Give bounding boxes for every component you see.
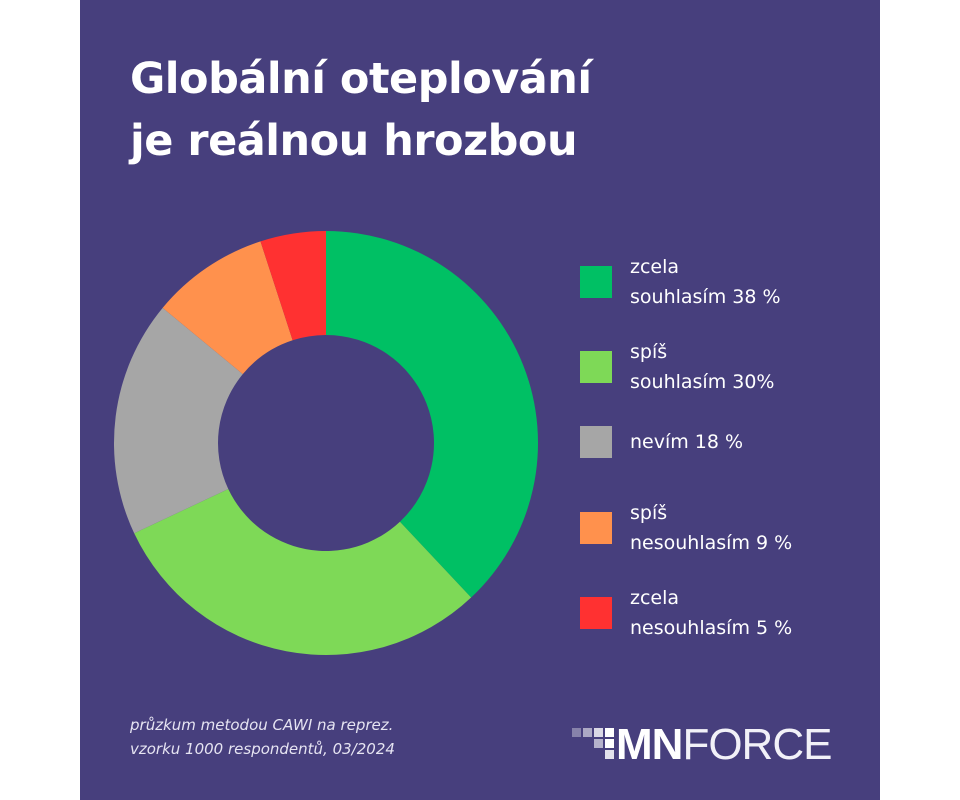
logo-pixel-mark-icon [572, 728, 614, 759]
title-line-2: je reálnou hrozbou [130, 116, 578, 166]
mnforce-logo: MNFORCE [572, 718, 852, 772]
title-line-1: Globální oteplování [130, 54, 592, 104]
chart-title: Globální oteplování je reálnou hrozbou [130, 48, 830, 172]
footnote-line-2: vzorku 1000 respondentů, 03/2024 [130, 740, 395, 758]
donut-slice-zcela-nesouhlasím [260, 231, 326, 341]
donut-slice-nevím [114, 307, 243, 534]
donut-slices [114, 231, 538, 655]
infographic-card: Globální oteplování je reálnou hrozbou z… [80, 0, 880, 800]
logo-wordmark: MNFORCE [616, 718, 832, 772]
logo-text-thin: FORCE [682, 720, 832, 769]
survey-footnote: průzkum metodou CAWI na reprez. vzorku 1… [130, 713, 395, 761]
donut-slice-zcela-souhlasím [326, 231, 538, 598]
donut-slice-spíš-souhlasím [134, 488, 472, 655]
donut-chart [114, 231, 538, 655]
logo-text-bold: MN [616, 720, 683, 769]
footnote-line-1: průzkum metodou CAWI na reprez. [130, 716, 394, 734]
donut-slice-spíš-nesouhlasím [162, 241, 293, 375]
